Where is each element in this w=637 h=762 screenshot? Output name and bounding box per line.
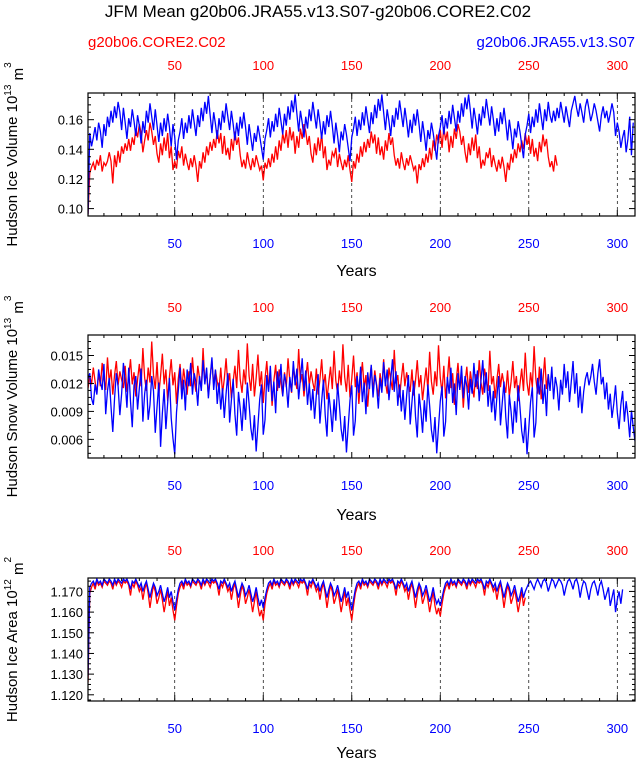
x-tick-label-top: 150 bbox=[341, 543, 363, 558]
x-tick-label-bottom: 50 bbox=[168, 721, 182, 736]
x-tick-label-bottom: 150 bbox=[341, 236, 363, 251]
x-axis-label: Years bbox=[336, 507, 376, 524]
y-tick-label: 1.130 bbox=[50, 667, 83, 682]
x-tick-label-bottom: 300 bbox=[606, 236, 628, 251]
x-tick-label-bottom: 250 bbox=[518, 236, 540, 251]
x-tick-label-bottom: 50 bbox=[168, 236, 182, 251]
x-tick-label-top: 250 bbox=[518, 58, 540, 73]
x-tick-label-bottom: 150 bbox=[341, 478, 363, 493]
x-tick-label-bottom: 100 bbox=[252, 721, 274, 736]
y-tick-label: 1.140 bbox=[50, 646, 83, 661]
x-tick-label-top: 300 bbox=[606, 300, 628, 315]
series-line-jra55 bbox=[88, 578, 624, 677]
x-tick-label-top: 50 bbox=[168, 58, 182, 73]
y-tick-label: 1.170 bbox=[50, 584, 83, 599]
x-tick-label-bottom: 200 bbox=[429, 236, 451, 251]
x-tick-label-top: 50 bbox=[168, 543, 182, 558]
y-tick-label: 0.14 bbox=[58, 142, 83, 157]
x-tick-label-top: 50 bbox=[168, 300, 182, 315]
x-tick-label-bottom: 100 bbox=[252, 236, 274, 251]
x-tick-label-top: 200 bbox=[429, 300, 451, 315]
series-line-core2 bbox=[88, 122, 558, 215]
y-tick-label: 1.150 bbox=[50, 626, 83, 641]
x-tick-label-bottom: 100 bbox=[252, 478, 274, 493]
x-tick-label-bottom: 300 bbox=[606, 721, 628, 736]
panel-3: 1.120 1.130 1.140 1.150 1.160 1.170 50 100 150 20… bbox=[3, 543, 636, 762]
y-tick-label: 0.10 bbox=[58, 202, 83, 217]
x-tick-label-top: 250 bbox=[518, 300, 540, 315]
y-axis-label: Hudson Snow Volume 1013 m3 bbox=[3, 295, 27, 497]
series-line-core2 bbox=[88, 341, 549, 408]
x-tick-label-top: 150 bbox=[341, 58, 363, 73]
panel-2: 0.006 0.009 0.012 0.015 50 100 150 200 250 300 50 1… bbox=[3, 295, 636, 524]
x-tick-label-bottom: 300 bbox=[606, 478, 628, 493]
legend-label-core2: g20b06.CORE2.C02 bbox=[88, 34, 226, 51]
x-tick-label-top: 200 bbox=[429, 58, 451, 73]
x-tick-label-top: 200 bbox=[429, 543, 451, 558]
x-tick-label-top: 100 bbox=[252, 58, 274, 73]
plot-frame bbox=[87, 92, 636, 217]
y-tick-label: 0.12 bbox=[58, 172, 83, 187]
plot-frame bbox=[87, 577, 636, 702]
series-line-jra55 bbox=[88, 94, 634, 215]
x-tick-label-top: 100 bbox=[252, 300, 274, 315]
x-tick-label-bottom: 50 bbox=[168, 478, 182, 493]
y-tick-label: 0.015 bbox=[50, 349, 83, 364]
x-tick-label-top: 150 bbox=[341, 300, 363, 315]
x-tick-label-bottom: 200 bbox=[429, 478, 451, 493]
x-tick-label-top: 300 bbox=[606, 58, 628, 73]
x-tick-label-bottom: 250 bbox=[518, 721, 540, 736]
y-tick-label: 0.16 bbox=[58, 113, 83, 128]
x-tick-label-bottom: 200 bbox=[429, 721, 451, 736]
x-tick-label-bottom: 150 bbox=[341, 721, 363, 736]
x-axis-label: Years bbox=[336, 263, 376, 280]
x-tick-label-top: 100 bbox=[252, 543, 274, 558]
series-line-core2 bbox=[88, 578, 526, 683]
y-tick-label: 0.009 bbox=[50, 404, 83, 419]
y-axis-label: Hudson Ice Volume 1013 m3 bbox=[3, 62, 27, 247]
x-axis-label: Years bbox=[336, 745, 376, 762]
panels-group: 0.10 0.12 0.14 0.16 50 100 150 200 250 300 50 100 15… bbox=[3, 58, 636, 762]
x-tick-label-top: 250 bbox=[518, 543, 540, 558]
panel-1: 0.10 0.12 0.14 0.16 50 100 150 200 250 300 50 100 15… bbox=[3, 58, 636, 280]
y-tick-label: 0.012 bbox=[50, 376, 83, 391]
series-line-jra55 bbox=[88, 357, 635, 455]
legend-label-jra55: g20b06.JRA55.v13.S07 bbox=[477, 34, 635, 51]
y-axis-label: Hudson Ice Area 1012 m2 bbox=[3, 557, 27, 723]
y-tick-label: 1.120 bbox=[50, 688, 83, 703]
x-tick-label-bottom: 250 bbox=[518, 478, 540, 493]
plot-frame bbox=[87, 334, 636, 459]
x-tick-label-top: 300 bbox=[606, 543, 628, 558]
y-tick-label: 1.160 bbox=[50, 605, 83, 620]
y-tick-label: 0.006 bbox=[50, 432, 83, 447]
figure-title: JFM Mean g20b06.JRA55.v13.S07-g20b06.COR… bbox=[105, 2, 531, 21]
